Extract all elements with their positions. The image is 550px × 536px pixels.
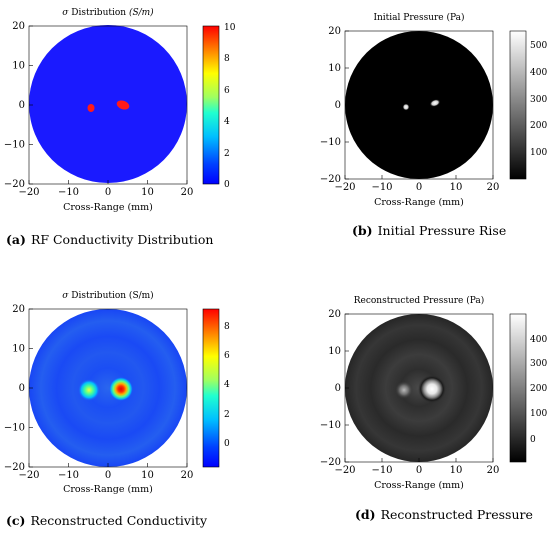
- panel-d-xtick: 20: [487, 465, 500, 476]
- panel-c-disc: [29, 309, 187, 467]
- panel-a-disc: [29, 25, 187, 183]
- panel-b-disc: [345, 31, 493, 179]
- panel-b-ytick: 10: [328, 63, 341, 74]
- panel-c-ytick: 0: [19, 383, 25, 394]
- panel-b-ytick: −10: [320, 137, 341, 148]
- panel-d-title: Reconstructed Pressure (Pa): [354, 295, 485, 306]
- panel-d-caption: (d) Reconstructed Pressure: [355, 507, 533, 522]
- panel-c-colorbar: [202, 308, 220, 468]
- panel-d-ytick: 20: [328, 309, 341, 320]
- panel-b-cbtick: 100: [530, 148, 547, 158]
- panel-a-xtick: 10: [141, 187, 154, 198]
- panel-c-ytick: −20: [4, 462, 25, 473]
- panel-d-xtick: 10: [450, 465, 463, 476]
- panel-d-cbtick: 0: [530, 435, 536, 445]
- panel-d-xtick: −20: [334, 465, 355, 476]
- panel-c-target-large: [109, 377, 133, 401]
- panel-a-cbtick: 10: [224, 23, 236, 33]
- panel-c-cbtick: 0: [224, 439, 230, 449]
- panel-b-ytick: 20: [328, 26, 341, 37]
- panel-c-cbtick: 6: [224, 351, 230, 361]
- panel-a-ytick: 20: [12, 21, 25, 32]
- panel-a-xlabel: Cross-Range (mm): [63, 202, 153, 213]
- panel-a-caption: (a) RF Conductivity Distribution: [6, 232, 213, 247]
- panel-c-xtick: 10: [141, 470, 154, 481]
- panel-a-cbtick: 2: [224, 149, 230, 159]
- panel-a-title: σ Distribution (S/m): [62, 7, 154, 18]
- panel-d-cbtick: 300: [530, 359, 547, 369]
- panel-c-xlabel: Cross-Range (mm): [63, 484, 153, 495]
- panel-b: Initial Pressure (Pa) −20 −10 0 10 20 20…: [320, 12, 548, 238]
- panel-d-cbtick: 100: [530, 409, 547, 419]
- panel-c-ytick: −10: [4, 423, 25, 434]
- panel-d-ytick: −10: [320, 420, 341, 431]
- panel-c-ytick: 10: [12, 344, 25, 355]
- panel-b-caption: (b) Initial Pressure Rise: [352, 223, 506, 238]
- panel-b-xlabel: Cross-Range (mm): [374, 197, 464, 208]
- panel-a-target-large: [116, 100, 130, 110]
- panel-a-xtick: 0: [105, 187, 111, 198]
- panel-c-xtick: 20: [181, 470, 194, 481]
- panel-a-target-small: [87, 104, 95, 112]
- panel-d: Reconstructed Pressure (Pa) −20 −10 0 10…: [320, 295, 548, 522]
- panel-b-cbtick: 400: [530, 68, 547, 78]
- panel-b-xtick: −10: [371, 182, 392, 193]
- panel-b-cbtick: 300: [530, 95, 547, 105]
- panel-d-cbtick: 400: [530, 335, 547, 345]
- panel-a: σ Distribution (S/m) −20 −10 0 10 20 20 …: [4, 7, 236, 247]
- panel-c-ticks: [28, 308, 188, 468]
- panel-a-xtick: −20: [18, 187, 39, 198]
- panel-a-colorbar: [202, 25, 220, 185]
- panel-b-colorbar: [509, 30, 527, 180]
- panel-b-ytick: −20: [320, 174, 341, 185]
- panel-c: σ Distribution (S/m) −20 −10 0 10 20 20 …: [4, 290, 230, 528]
- panel-c-cbtick: 4: [224, 380, 230, 390]
- panel-b-xtick: 0: [416, 182, 422, 193]
- panel-b-cbtick: 200: [530, 121, 547, 131]
- panel-a-cbtick: 4: [224, 117, 230, 127]
- panel-b-xtick: −20: [334, 182, 355, 193]
- panel-b-cbtick: 500: [530, 41, 547, 51]
- panel-a-ytick: −20: [4, 179, 25, 190]
- panel-c-xtick: −20: [18, 470, 39, 481]
- panel-a-ytick: −10: [4, 140, 25, 151]
- panel-d-cbtick: 200: [530, 384, 547, 394]
- panel-b-ytick: 0: [335, 100, 341, 111]
- panel-a-cbtick: 6: [224, 86, 230, 96]
- panel-d-ticks: [344, 313, 494, 463]
- panel-c-cbtick: 2: [224, 410, 230, 420]
- panel-a-ticks: [28, 25, 188, 185]
- panel-d-xtick: 0: [416, 465, 422, 476]
- panel-b-xtick: 10: [450, 182, 463, 193]
- panel-c-ytick: 20: [12, 304, 25, 315]
- panel-d-target-small: [395, 381, 413, 399]
- panel-c-xtick: 0: [105, 470, 111, 481]
- panel-c-cbtick: 8: [224, 322, 230, 332]
- panel-a-cbtick: 0: [224, 180, 230, 190]
- panel-b-ticks: [344, 30, 494, 180]
- panel-d-ytick: 10: [328, 346, 341, 357]
- panel-c-title: σ Distribution (S/m): [62, 290, 153, 301]
- panel-d-xtick: −10: [371, 465, 392, 476]
- panel-d-ytick: −20: [320, 457, 341, 468]
- panel-c-caption: (c) Reconstructed Conductivity: [6, 513, 208, 528]
- panel-a-ytick: 0: [19, 100, 25, 111]
- panel-d-xlabel: Cross-Range (mm): [374, 480, 464, 491]
- panel-d-colorbar: [509, 313, 527, 463]
- panel-b-title: Initial Pressure (Pa): [373, 12, 464, 23]
- panel-b-xtick: 20: [487, 182, 500, 193]
- panel-a-cbtick: 8: [224, 54, 230, 64]
- panel-a-ytick: 10: [12, 61, 25, 72]
- panel-a-xtick: 20: [181, 187, 194, 198]
- panel-a-xtick: −10: [58, 187, 79, 198]
- panel-c-target-small: [78, 379, 100, 401]
- panel-d-target-large: [418, 375, 446, 403]
- panel-b-target-small: [402, 103, 410, 111]
- panel-d-ytick: 0: [335, 383, 341, 394]
- panel-b-target-large: [429, 99, 441, 107]
- panel-c-xtick: −10: [58, 470, 79, 481]
